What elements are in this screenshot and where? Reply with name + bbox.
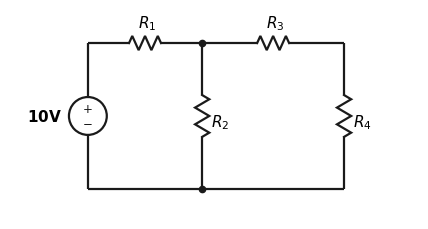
Text: −: − xyxy=(83,117,93,130)
Text: $\mathbf{10V}$: $\mathbf{10V}$ xyxy=(27,109,62,124)
Text: $R_2$: $R_2$ xyxy=(211,113,229,132)
Text: $R_3$: $R_3$ xyxy=(266,14,284,33)
Text: $R_4$: $R_4$ xyxy=(353,113,372,132)
Text: $R_1$: $R_1$ xyxy=(138,14,156,33)
Text: +: + xyxy=(83,103,93,116)
